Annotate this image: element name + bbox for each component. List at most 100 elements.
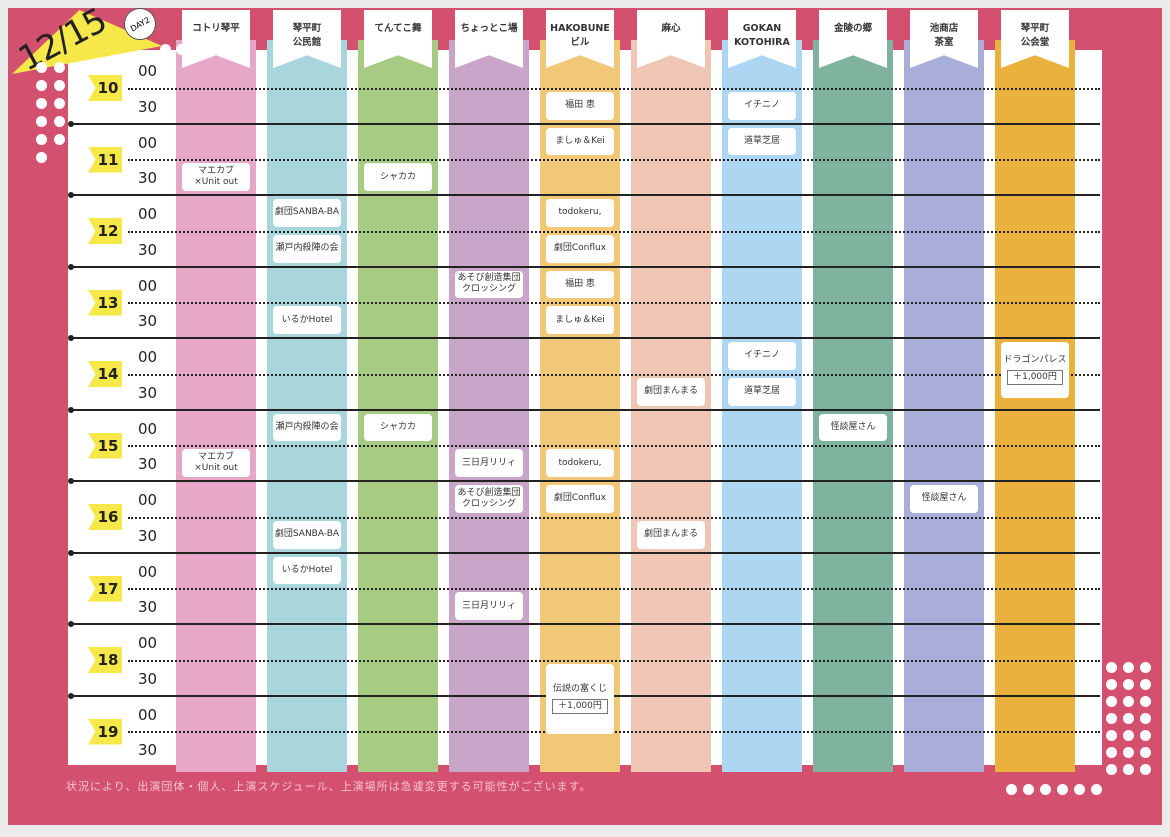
hour-divider	[68, 478, 1100, 484]
event-card[interactable]: 怪談屋さん	[819, 413, 887, 442]
event-card[interactable]: 怪談屋さん	[910, 485, 978, 513]
venue-header: 麻心	[637, 10, 705, 68]
event-title: いるかHotel	[281, 314, 333, 325]
event-title: todokeru,	[558, 457, 602, 468]
venue-header: GOKAN KOTOHIRA	[728, 10, 796, 68]
decorative-dot	[1123, 747, 1134, 758]
event-title: 瀬戸内殺陣の会	[275, 421, 339, 432]
event-card[interactable]: todokeru,	[546, 199, 614, 227]
event-card[interactable]: 伝説の富くじ ＋1,000円	[546, 663, 614, 735]
event-title: 瀬戸内殺陣の会	[275, 243, 339, 254]
event-card[interactable]: マエカブ ×Unit out	[182, 449, 250, 477]
decorative-dot	[1040, 784, 1051, 795]
event-title: 三日月リリィ	[461, 600, 516, 611]
event-card[interactable]: 道草芝居	[728, 127, 796, 156]
event-title: いるかHotel	[281, 564, 333, 575]
event-title: イチニノ	[743, 350, 780, 361]
decorative-dot	[54, 62, 65, 73]
event-card[interactable]: 劇団SANBA-BA	[273, 199, 341, 227]
decorative-dot	[1123, 764, 1134, 775]
event-title: ましゅ＆Kei	[555, 314, 605, 325]
minute-label: 30	[138, 526, 158, 545]
decorative-dot	[36, 80, 47, 91]
venue-column	[904, 40, 984, 772]
event-card[interactable]: 劇団Conflux	[546, 234, 614, 263]
half-hour-divider	[128, 445, 1100, 448]
minute-label: 00	[138, 133, 158, 152]
decorative-dot	[1123, 662, 1134, 673]
minute-label: 00	[138, 491, 158, 509]
venue-column	[631, 40, 711, 772]
decorative-dot	[176, 44, 187, 55]
minute-label: 30	[138, 741, 158, 760]
event-card[interactable]: 三日月リリィ	[455, 449, 523, 477]
event-title: todokeru,	[558, 207, 602, 218]
decorative-dot	[1057, 784, 1068, 795]
event-title: あそび創造集団 クロッシング	[457, 487, 521, 509]
decorative-dot	[1106, 679, 1117, 690]
event-card[interactable]: 劇団Conflux	[546, 485, 614, 513]
event-card[interactable]: 劇団まんまる	[637, 520, 705, 549]
event-title: ましゅ＆Kei	[555, 135, 605, 146]
event-card[interactable]: マエカブ ×Unit out	[182, 163, 250, 191]
event-card[interactable]: 瀬戸内殺陣の会	[273, 234, 341, 263]
half-hour-divider	[128, 230, 1100, 233]
event-card[interactable]: 三日月リリィ	[455, 592, 523, 620]
event-card[interactable]: 福田 恵	[546, 270, 614, 299]
decorative-dot	[160, 44, 171, 55]
event-title: 道草芝居	[743, 386, 780, 397]
hour-label: 12	[88, 218, 122, 244]
event-card[interactable]: 瀬戸内殺陣の会	[273, 413, 341, 442]
event-card[interactable]: 福田 恵	[546, 91, 614, 120]
half-hour-divider	[128, 516, 1100, 519]
event-card[interactable]: いるかHotel	[273, 556, 341, 585]
minute-label: 30	[138, 455, 158, 474]
event-title: 福田 恵	[565, 278, 595, 289]
minute-label: 00	[138, 348, 158, 366]
decorative-dot	[1123, 679, 1134, 690]
event-card[interactable]: 劇団まんまる	[637, 377, 705, 406]
decorative-dot	[1006, 784, 1017, 795]
event-card[interactable]: シャカカ	[364, 163, 432, 191]
venue-column	[267, 40, 347, 772]
event-title: 劇団SANBA-BA	[274, 529, 340, 540]
event-card[interactable]: ましゅ＆Kei	[546, 306, 614, 334]
event-card[interactable]: いるかHotel	[273, 306, 341, 334]
event-card[interactable]: ドラゴンパレス ＋1,000円	[1001, 342, 1069, 399]
event-card[interactable]: シャカカ	[364, 413, 432, 442]
minute-label: 30	[138, 97, 158, 116]
decorative-dot	[1106, 662, 1117, 673]
event-title: マエカブ ×Unit out	[194, 452, 238, 474]
event-card[interactable]: todokeru,	[546, 449, 614, 477]
minute-label: 00	[138, 62, 158, 80]
event-card[interactable]: ましゅ＆Kei	[546, 127, 614, 156]
minute-label: 30	[138, 240, 158, 259]
event-title: 劇団まんまる	[643, 529, 698, 540]
event-card[interactable]: 道草芝居	[728, 377, 796, 406]
venue-column	[540, 40, 620, 772]
event-title: 怪談屋さん	[830, 421, 876, 432]
event-title: 道草芝居	[743, 135, 780, 146]
decorative-dot	[1106, 730, 1117, 741]
event-title: マエカブ ×Unit out	[194, 166, 238, 188]
decorative-dot	[1123, 730, 1134, 741]
half-hour-divider	[128, 659, 1100, 662]
minute-label: 00	[138, 419, 158, 438]
hour-divider	[68, 120, 1100, 127]
event-card[interactable]: イチニノ	[728, 91, 796, 120]
decorative-dot	[1140, 713, 1151, 724]
minute-label: 00	[138, 634, 158, 652]
event-title: 三日月リリィ	[461, 457, 516, 468]
decorative-dot	[54, 134, 65, 145]
minute-label: 30	[138, 312, 158, 331]
event-card[interactable]: あそび創造集団 クロッシング	[455, 485, 523, 513]
minute-label: 30	[138, 669, 158, 688]
event-price: ＋1,000円	[1007, 370, 1063, 386]
event-card[interactable]: 劇団SANBA-BA	[273, 520, 341, 549]
event-card[interactable]: イチニノ	[728, 342, 796, 370]
event-title: 劇団Conflux	[553, 243, 607, 254]
decorative-dot	[1140, 730, 1151, 741]
event-card[interactable]: あそび創造集団 クロッシング	[455, 270, 523, 299]
hour-divider	[68, 192, 1100, 198]
decorative-dot	[1106, 764, 1117, 775]
